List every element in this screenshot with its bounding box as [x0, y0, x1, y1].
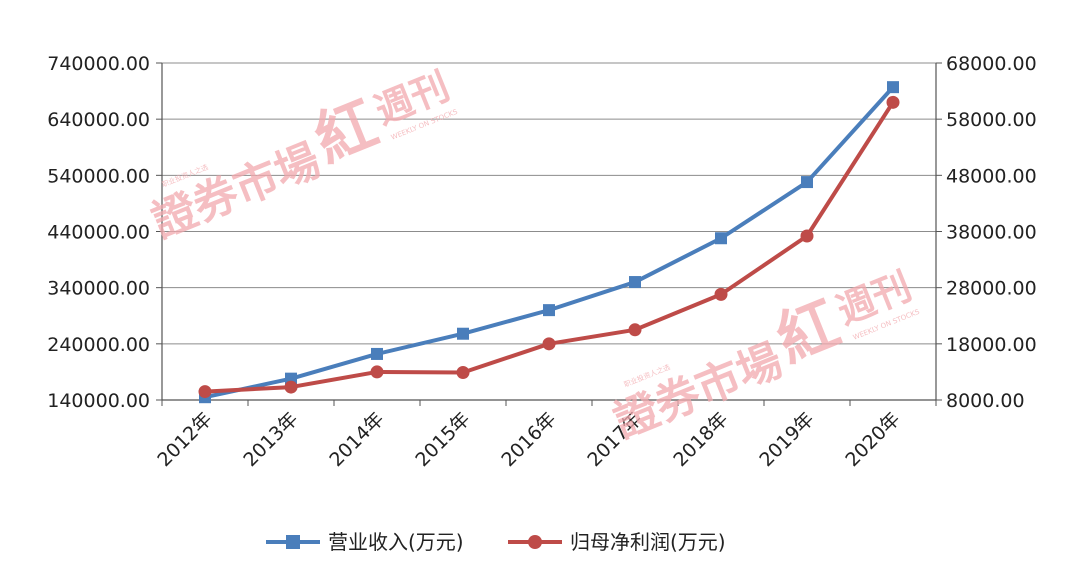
- right-tick-label: 8000.00: [946, 390, 1025, 412]
- legend-label-revenue: 营业收入(万元): [328, 530, 464, 554]
- series: [198, 81, 900, 404]
- x-tick-label: 2016年: [497, 408, 560, 471]
- data-point-revenue: [457, 327, 469, 340]
- left-tick-label: 440000.00: [47, 222, 150, 244]
- data-point-net-profit: [714, 287, 728, 301]
- x-tick-label: 2012年: [153, 408, 216, 471]
- legend-marker-net-profit: [528, 535, 542, 549]
- data-point-net-profit: [284, 380, 298, 394]
- legend-label-net-profit: 归母净利润(万元): [570, 530, 726, 554]
- right-tick-label: 38000.00: [946, 222, 1037, 244]
- right-tick-label: 68000.00: [946, 53, 1037, 75]
- data-point-revenue: [887, 81, 899, 94]
- legend-item-net-profit: 归母净利润(万元): [508, 530, 726, 554]
- legend: 营业收入(万元) 归母净利润(万元): [266, 530, 726, 554]
- right-axis-ticks: 68000.00 58000.00 48000.00 38000.00 28000.00…: [936, 53, 1037, 412]
- watermark-1: 职业投资人之选 證券市場 紅 週刊 WEEKLY ON STOCKS: [145, 64, 459, 248]
- watermark-weekly: 週刊: [831, 264, 918, 333]
- data-point-revenue: [371, 347, 383, 360]
- data-point-net-profit: [456, 365, 470, 379]
- left-tick-label: 140000.00: [47, 390, 150, 412]
- left-tick-label: 240000.00: [47, 334, 150, 356]
- data-point-revenue: [801, 176, 813, 189]
- watermark-weekly: 週刊: [369, 64, 456, 133]
- data-point-net-profit: [370, 365, 384, 379]
- x-tick-label: 2019年: [755, 408, 818, 471]
- data-point-revenue: [629, 276, 641, 289]
- x-tick-label: 2014年: [325, 408, 388, 471]
- data-point-net-profit: [800, 229, 814, 243]
- right-tick-label: 28000.00: [946, 278, 1037, 300]
- x-tick-label: 2015年: [411, 408, 474, 471]
- data-point-net-profit: [542, 337, 556, 351]
- legend-marker-revenue: [286, 535, 300, 549]
- x-tick-label: 2020年: [841, 408, 904, 471]
- left-tick-label: 640000.00: [47, 109, 150, 131]
- left-tick-label: 340000.00: [47, 278, 150, 300]
- left-axis-ticks: 740000.00 640000.00 540000.00 440000.00 3400…: [47, 53, 162, 412]
- right-tick-label: 18000.00: [946, 334, 1037, 356]
- data-point-net-profit: [886, 95, 900, 109]
- right-tick-label: 58000.00: [946, 109, 1037, 131]
- left-tick-label: 540000.00: [47, 165, 150, 187]
- legend-item-revenue: 营业收入(万元): [266, 530, 464, 554]
- data-point-net-profit: [198, 385, 212, 399]
- data-point-revenue: [543, 304, 555, 317]
- right-tick-label: 48000.00: [946, 165, 1037, 187]
- x-tick-label: 2013年: [239, 408, 302, 471]
- x-axis-ticks: 2012年 2013年 2014年 2015年 2016年 2017年 2018年 2019年…: [153, 400, 937, 471]
- left-tick-label: 740000.00: [47, 53, 150, 75]
- data-point-revenue: [715, 232, 727, 245]
- data-point-net-profit: [628, 323, 642, 337]
